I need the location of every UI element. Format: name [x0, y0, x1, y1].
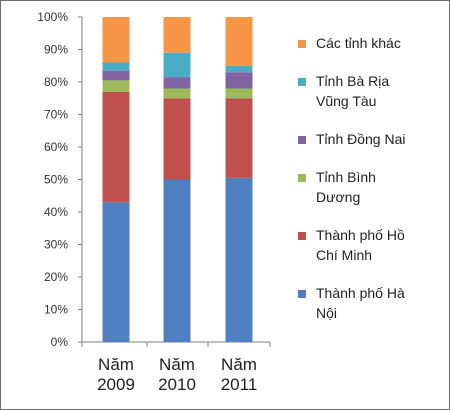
legend-label: Tỉnh Bà Rịa Vũng Tàu	[316, 73, 389, 109]
bar-segment	[102, 17, 130, 63]
chart-legend: Các tỉnh khác Tỉnh Bà Rịa Vũng Tàu Tỉnh Đồn…	[298, 35, 406, 321]
bar-segment	[102, 70, 130, 81]
legend-swatch	[298, 232, 306, 240]
legend-label: Các tỉnh khác	[316, 35, 401, 51]
chart-axes: 0% 10% 20% 30% 40% 50% 60% 70% 80% 90% 100% Năm 2009…	[37, 10, 271, 394]
y-tick-label: 100%	[37, 10, 68, 24]
bar-segment	[102, 80, 130, 92]
bar-segment	[163, 98, 191, 180]
legend-swatch	[298, 174, 306, 182]
bar-segment	[163, 52, 191, 78]
legend-label: Tỉnh Đồng Nai	[316, 131, 406, 147]
legend-label: Thành phố Hồ Chí Minh	[316, 227, 405, 263]
bar-segment	[163, 179, 191, 342]
bar-segment	[225, 177, 253, 342]
chart-bars	[102, 17, 253, 342]
x-tick-label: Năm 2010	[158, 355, 196, 394]
x-tick-label: Năm 2009	[97, 355, 135, 394]
bar-segment	[163, 17, 191, 53]
y-tick-label: 50%	[44, 173, 68, 187]
legend-swatch	[298, 290, 306, 298]
legend-label: Thành phố Hà Nội	[316, 285, 405, 321]
bar-segment	[102, 62, 130, 71]
bar-segment	[225, 65, 253, 73]
y-tick-label: 60%	[44, 140, 68, 154]
legend-swatch	[298, 136, 306, 144]
legend-swatch	[298, 40, 306, 48]
bar-segment	[225, 17, 253, 66]
bar-segment	[225, 72, 253, 89]
y-tick-label: 40%	[44, 205, 68, 219]
bar-segment	[163, 77, 191, 89]
y-tick-label: 30%	[44, 238, 68, 252]
bar-segment	[163, 88, 191, 99]
y-tick-label: 0%	[51, 335, 69, 349]
y-tick-label: 10%	[44, 303, 68, 317]
y-tick-label: 70%	[44, 108, 68, 122]
y-tick-label: 90%	[44, 43, 68, 57]
legend-label: Tỉnh Bình Dương	[316, 169, 376, 205]
y-tick-label: 80%	[44, 75, 68, 89]
bar-segment	[102, 202, 130, 342]
legend-swatch	[298, 78, 306, 86]
bar-segment	[225, 88, 253, 99]
y-tick-label: 20%	[44, 270, 68, 284]
x-tick-label: Năm 2011	[221, 355, 258, 394]
bar-segment	[102, 91, 130, 203]
bar-segment	[225, 98, 253, 178]
